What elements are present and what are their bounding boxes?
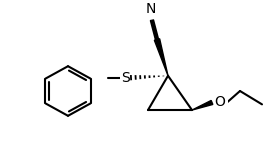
Polygon shape [154,39,168,76]
Polygon shape [192,101,213,110]
Text: S: S [122,71,130,85]
Text: O: O [214,95,225,109]
Text: N: N [146,2,156,16]
